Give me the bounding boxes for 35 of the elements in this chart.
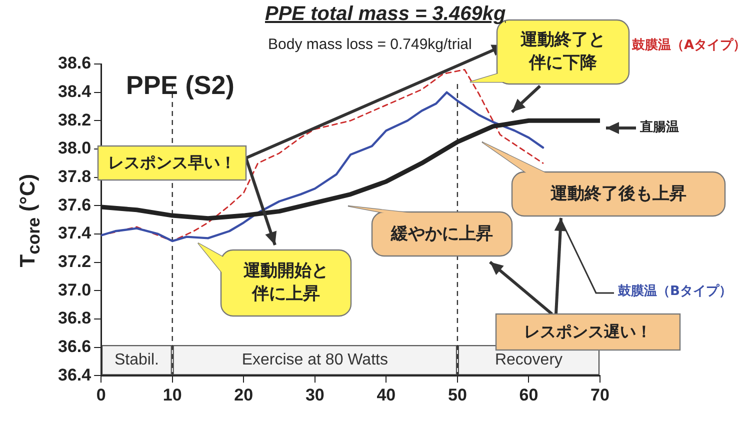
y-tick-label: 38.0 — [58, 138, 92, 158]
x-tick-label: 20 — [234, 385, 254, 404]
band-label: Stabil. — [114, 352, 159, 369]
chart-subtitle: Body mass loss = 0.749kg/trial — [268, 36, 472, 54]
x-tick-label: 0 — [96, 385, 106, 404]
annotation: 運動終了後も上昇 — [550, 182, 688, 206]
y-tick-label: 38.4 — [58, 82, 92, 102]
y-tick-label: 36.6 — [58, 336, 92, 356]
annotation: 運動開始と伴に上昇 — [242, 260, 330, 306]
x-tick-label: 70 — [590, 385, 610, 404]
y-tick-label: 37.8 — [58, 166, 92, 186]
chart-title: PPE total mass = 3.469kg — [265, 2, 506, 26]
x-tick-label: 40 — [376, 385, 396, 404]
y-tick-label: 37.6 — [58, 195, 92, 214]
annotation: 緩やかに上昇 — [390, 222, 494, 246]
x-tick-label: 50 — [448, 385, 467, 404]
y-tick-label: 36.8 — [58, 308, 92, 328]
y-tick-label: 38.2 — [58, 110, 92, 130]
text: 鼓膜温（Aタイプ） — [632, 38, 741, 54]
annotation: レスポンス早い！ — [107, 152, 237, 174]
text: 直腸温 — [640, 120, 680, 136]
y-tick-label: 37.0 — [58, 280, 92, 300]
y-tick-label: 36.4 — [58, 365, 92, 384]
x-tick-label: 30 — [305, 385, 324, 404]
x-tick-label: 60 — [519, 385, 538, 404]
text: 鼓膜温（Bタイプ） — [618, 284, 733, 300]
y-tick-label: 37.2 — [58, 252, 92, 271]
annotation: PPE (S2) — [126, 70, 234, 102]
annotation: レスポンス遅い！ — [523, 321, 653, 344]
band-label: Exercise at 80 Watts — [242, 352, 388, 369]
x-tick-label: 10 — [162, 385, 182, 404]
band-label: Recovery — [494, 352, 563, 369]
y-tick-label: 37.4 — [58, 224, 92, 243]
annotation: 運動終了と伴に下降 — [520, 29, 606, 75]
y-tick-label: 38.6 — [58, 54, 92, 73]
